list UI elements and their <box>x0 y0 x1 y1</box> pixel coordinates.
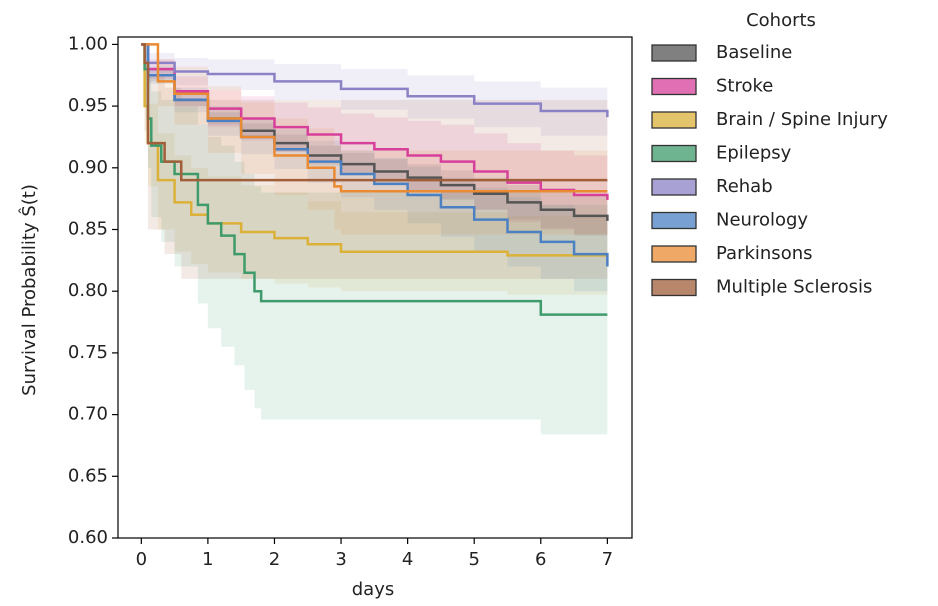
legend-swatch <box>651 44 697 62</box>
y-tick-label: 0.95 <box>68 95 108 116</box>
survival-line <box>141 43 609 200</box>
confidence-band <box>141 44 608 235</box>
legend-label: Parkinsons <box>716 243 813 264</box>
x-tick-label: 1 <box>202 549 213 570</box>
y-tick-label: 0.60 <box>68 527 108 548</box>
y-tick-label: 0.65 <box>68 465 108 486</box>
survival-line <box>141 43 608 193</box>
legend-swatch <box>651 278 697 297</box>
x-tick-label: 4 <box>402 549 413 570</box>
plot-frame <box>117 36 633 539</box>
x-tick-label: 2 <box>269 549 280 570</box>
x-tick-label: 7 <box>602 549 613 570</box>
y-tick-label: 0.70 <box>68 404 108 425</box>
y-tick-label: 1.00 <box>68 33 108 54</box>
confidence-band <box>141 44 608 435</box>
lines <box>141 43 609 316</box>
legend-label: Stroke <box>716 76 773 97</box>
legend-label: Baseline <box>716 42 792 63</box>
legend-swatch <box>651 178 697 196</box>
confidence-band <box>141 44 608 144</box>
legend-label: Multiple Sclerosis <box>716 277 872 298</box>
x-tick-label: 6 <box>535 549 546 570</box>
y-tick-label: 0.85 <box>68 219 108 240</box>
y-axis-label: Survival Probability Ŝ(t) <box>18 184 40 396</box>
legend-label: Neurology <box>716 210 808 231</box>
legend-title: Cohorts <box>746 10 816 31</box>
legend-swatch <box>651 144 697 163</box>
y-tick-label: 0.80 <box>68 280 108 301</box>
legend-label: Epilepsy <box>716 143 792 164</box>
x-axis-label: days <box>352 579 395 600</box>
legend-swatch <box>651 211 697 230</box>
legend-label: Rehab <box>716 176 773 197</box>
x-tick-label: 0 <box>136 549 147 570</box>
legend-label: Brain / Spine Injury <box>716 109 888 130</box>
legend-swatch <box>651 245 697 263</box>
y-tick-label: 0.90 <box>68 157 108 178</box>
x-tick-label: 5 <box>468 549 479 570</box>
y-tick-label: 0.75 <box>68 342 108 363</box>
survival-line <box>141 43 609 118</box>
legend-swatch <box>651 111 697 129</box>
x-tick-label: 3 <box>335 549 346 570</box>
survival-line <box>141 43 608 316</box>
legend-swatch <box>651 77 697 96</box>
survival-line <box>141 43 608 182</box>
